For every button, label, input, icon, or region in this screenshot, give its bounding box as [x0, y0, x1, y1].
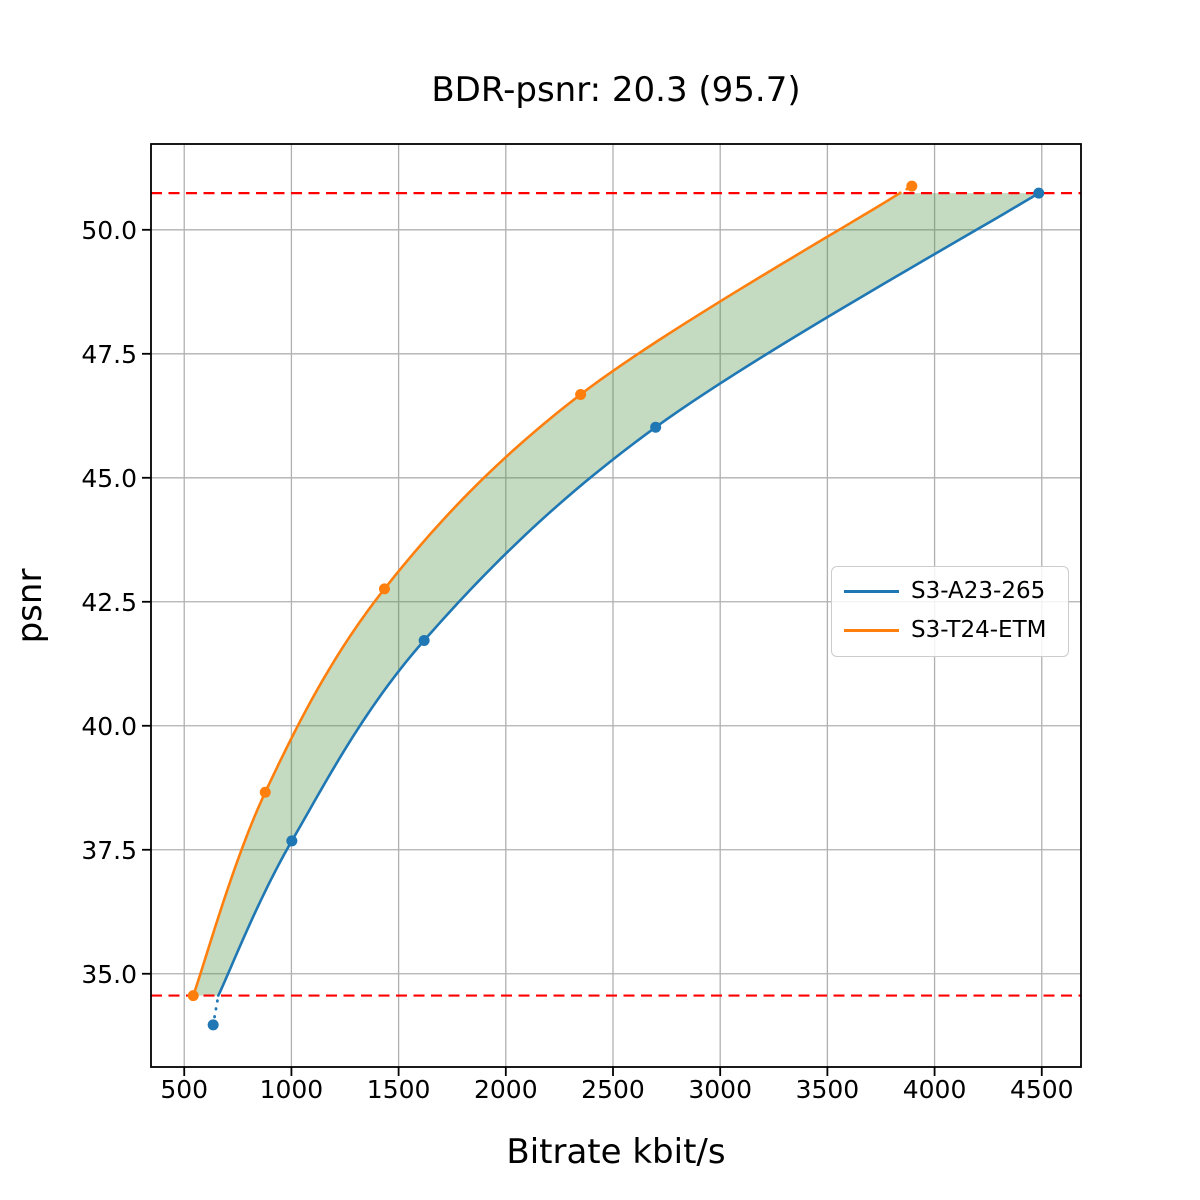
x-tick-label: 4000 [903, 1075, 967, 1104]
y-tick-label: 50.0 [81, 216, 137, 245]
x-tick-label: 3500 [796, 1075, 860, 1104]
x-tick-label: 2000 [474, 1075, 538, 1104]
legend-item-s3-t24-etm: S3-T24-ETM [844, 616, 1056, 646]
data-point-s3-t24-etm [187, 990, 199, 1002]
y-tick-label: 37.5 [81, 836, 137, 865]
x-tick-label: 3000 [688, 1075, 752, 1104]
x-tick-label: 4500 [1010, 1075, 1074, 1104]
plot-frame [150, 143, 1082, 1068]
chart-title: BDR-psnr: 20.3 (95.7) [431, 70, 801, 110]
legend: S3-A23-265 S3-T24-ETM [831, 566, 1069, 657]
legend-line-sample-orange [844, 629, 899, 633]
series-dotted-stub-s3-t24-etm [898, 184, 914, 195]
y-tick-label: 40.0 [81, 712, 137, 741]
data-point-s3-a23-265 [650, 421, 662, 433]
data-point-s3-a23-265 [1033, 187, 1045, 199]
legend-item-s3-a23-265: S3-A23-265 [844, 577, 1056, 607]
y-tick-label: 35.0 [81, 960, 137, 989]
data-point-s3-a23-265 [207, 1019, 219, 1031]
data-point-s3-a23-265 [418, 634, 430, 646]
data-point-s3-t24-etm [259, 786, 271, 798]
x-tick-label: 1500 [367, 1075, 431, 1104]
legend-label: S3-A23-265 [911, 578, 1046, 604]
y-tick-label: 47.5 [81, 340, 137, 369]
legend-line-sample-blue [844, 590, 899, 594]
x-tick-label: 1000 [260, 1075, 324, 1104]
data-point-s3-a23-265 [286, 835, 298, 847]
x-tick-label: 2500 [581, 1075, 645, 1104]
legend-label: S3-T24-ETM [911, 616, 1047, 643]
data-point-s3-t24-etm [378, 583, 390, 595]
series-dotted-stub-s3-a23-265 [211, 994, 220, 1027]
x-axis-label: Bitrate kbit/s [506, 1132, 726, 1172]
y-tick-label: 42.5 [81, 588, 137, 617]
y-tick-label: 45.0 [81, 464, 137, 493]
data-point-s3-t24-etm [906, 180, 918, 192]
x-tick-label: 500 [160, 1075, 208, 1104]
data-point-s3-t24-etm [575, 388, 587, 400]
